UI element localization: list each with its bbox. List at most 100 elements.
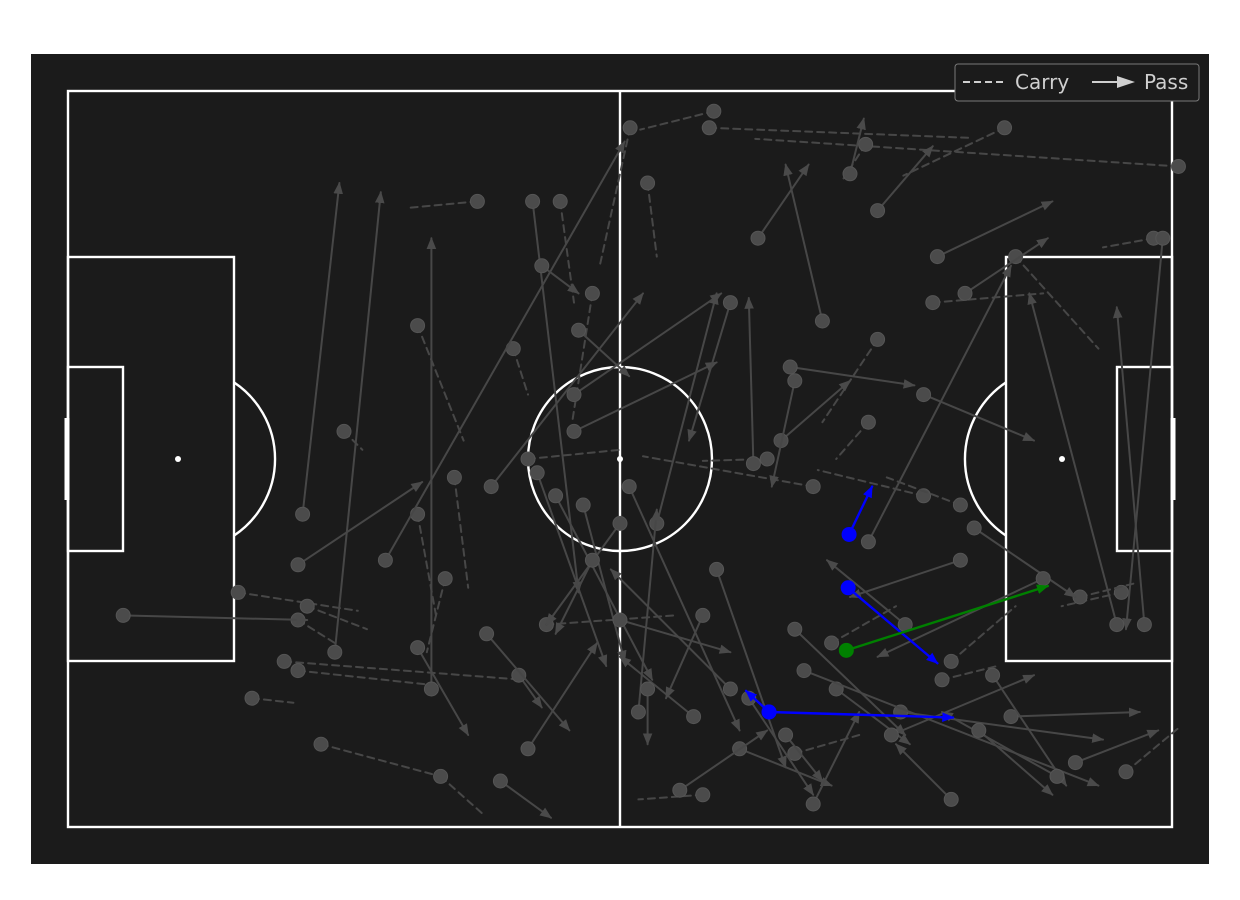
background-pass-start-point-100 [971, 722, 987, 738]
background-carry-start-point-3 [997, 120, 1013, 136]
background-carry-line-37 [1060, 591, 1123, 608]
background-carry-line-1 [708, 126, 973, 139]
background-pass-start-point-87 [566, 387, 582, 403]
background-carry-start-point-4 [858, 136, 874, 152]
background-carry-start-point-7 [925, 295, 941, 311]
background-pass-start-point-93 [511, 667, 527, 683]
background-pass-start-point-64 [1136, 617, 1152, 633]
highlighted-pass-start-point-3 [761, 704, 777, 720]
background-pass-line-65 [1122, 237, 1164, 631]
right-penalty-arc [963, 381, 1007, 537]
background-pass-start-point-65 [1155, 230, 1171, 246]
background-carry-start-point-36 [943, 653, 959, 669]
background-pass-line-72 [628, 485, 741, 732]
background-pass-line-77 [619, 655, 695, 718]
background-carry-line-24 [237, 591, 359, 612]
background-carry-line-3 [902, 126, 1006, 177]
legend-pass-label: Pass [1144, 70, 1188, 94]
background-carry-line-35 [545, 614, 677, 626]
background-pass-start-point-96 [520, 741, 536, 757]
background-carry-line-40 [941, 665, 999, 681]
background-carry-start-point-5 [622, 120, 638, 136]
background-carry-line-23 [425, 577, 447, 654]
background-pass-start-point-59 [916, 387, 932, 403]
background-carry-start-point-15 [759, 451, 775, 467]
background-pass-line-64 [1112, 306, 1146, 626]
background-carry-line-18 [642, 455, 815, 488]
background-pass-line-61 [780, 379, 851, 442]
background-carry-start-point-37 [1113, 584, 1129, 600]
highlighted-carry-line-4 [845, 584, 1050, 652]
background-pass-line-73 [715, 568, 787, 769]
background-carry-line-8 [1014, 255, 1100, 350]
background-pass-start-point-66 [1109, 617, 1125, 633]
background-pass-line-97 [619, 619, 732, 654]
background-pass-line-52 [687, 301, 732, 442]
background-pass-start-point-84 [1035, 571, 1051, 587]
background-events [115, 103, 1186, 819]
right-penalty-spot [1059, 456, 1065, 462]
background-pass-start-point-73 [709, 561, 725, 577]
background-carry-start-point-18 [805, 479, 821, 495]
background-pass-start-point-105 [492, 773, 508, 789]
legend-pass-arrowhead [1117, 76, 1135, 88]
background-pass-line-106 [536, 471, 608, 668]
background-pass-start-point-48 [290, 557, 306, 573]
background-pass-line-71 [582, 504, 627, 663]
background-pass-start-point-103 [778, 727, 794, 743]
background-pass-start-point-85 [630, 704, 646, 720]
background-pass-line-96 [527, 641, 598, 750]
background-pass-start-point-49 [525, 193, 541, 209]
legend-box [954, 63, 1200, 102]
background-carry-start-point-2 [1170, 158, 1186, 174]
background-carry-line-9 [1102, 237, 1155, 249]
background-carry-start-point-29 [244, 690, 260, 706]
background-pass-start-point-71 [575, 497, 591, 513]
background-pass-line-87 [573, 292, 723, 396]
highlighted-pass-line-2 [767, 710, 955, 722]
background-pass-line-94 [485, 632, 571, 732]
background-pass-line-99 [940, 711, 1058, 778]
background-pass-start-point-89 [782, 359, 798, 375]
background-pass-line-48 [297, 481, 424, 566]
background-pass-start-point-54 [814, 313, 830, 329]
background-pass-start-point-60 [745, 456, 761, 472]
background-pass-line-84 [876, 577, 1045, 658]
background-pass-line-85 [637, 508, 661, 713]
background-carry-line-28 [297, 669, 428, 686]
background-pass-start-point-57 [929, 249, 945, 265]
background-pass-line-57 [936, 200, 1054, 258]
background-carry-line-16 [527, 448, 621, 460]
left-penalty-arc [233, 381, 277, 537]
background-carry-start-point-31 [433, 768, 449, 784]
background-pass-line-92 [554, 559, 594, 635]
background-pass-line-44 [333, 191, 385, 654]
background-pass-line-76 [609, 568, 732, 690]
background-carry-start-point-34 [824, 635, 840, 651]
background-pass-line-83 [1010, 707, 1141, 718]
background-pass-start-point-102 [805, 796, 821, 812]
background-carry-start-point-23 [437, 571, 453, 587]
background-carry-line-27 [283, 660, 525, 681]
background-pass-line-89 [789, 366, 916, 389]
background-pass-line-78 [793, 628, 907, 736]
background-carry-line-0 [639, 110, 715, 131]
background-pass-start-point-86 [695, 607, 711, 623]
background-pass-line-43 [301, 181, 343, 516]
background-carry-start-point-27 [276, 653, 292, 669]
background-carry-start-point-10 [870, 331, 886, 347]
background-carry-start-point-0 [706, 103, 722, 119]
background-carry-line-36 [950, 605, 1017, 663]
background-carry-start-point-11 [584, 285, 600, 301]
background-pass-line-100 [977, 729, 1054, 796]
highlighted-pass-line-0 [847, 485, 874, 536]
background-carry-start-point-20 [952, 497, 968, 513]
background-pass-start-point-69 [548, 488, 564, 504]
background-carry-line-31 [439, 775, 483, 815]
background-carry-start-point-32 [695, 787, 711, 803]
background-pass-start-point-78 [787, 621, 803, 637]
background-pass-start-point-55 [842, 166, 858, 182]
background-pass-line-47 [122, 614, 309, 625]
background-carry-start-point-30 [313, 736, 329, 752]
background-carry-line-12 [416, 324, 465, 442]
